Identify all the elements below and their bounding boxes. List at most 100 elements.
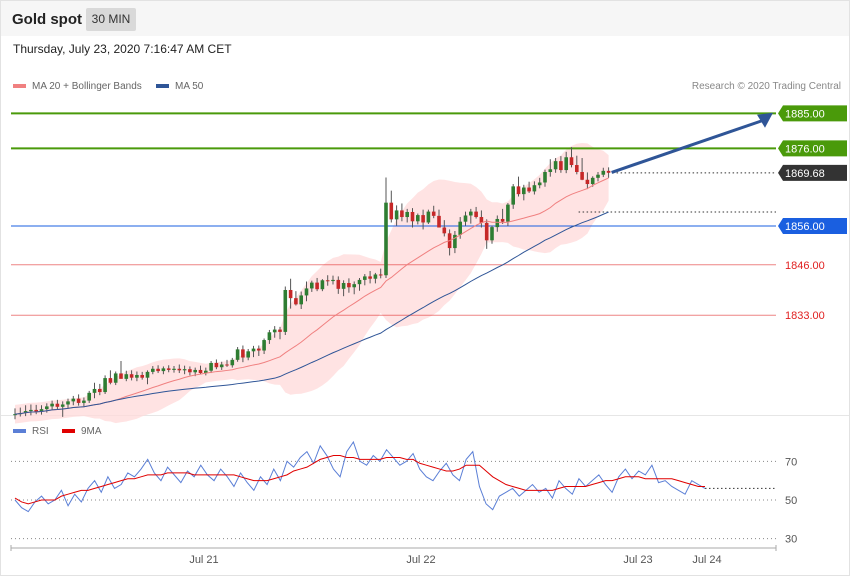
level-label-1846-00: 1846.00 (785, 260, 825, 272)
candle-body (50, 403, 54, 407)
candle-body (458, 221, 462, 235)
timeframe-badge[interactable]: 30 MIN (86, 8, 136, 31)
candle-body (426, 211, 431, 223)
candle-body (368, 276, 372, 279)
candle-body (601, 170, 606, 175)
candle-body (394, 210, 399, 220)
legend-ma50: MA 50 (156, 81, 203, 92)
candle-body (410, 211, 415, 222)
candle-body (257, 348, 261, 351)
candle-body (129, 374, 134, 378)
projection-arrow-shaft (611, 119, 763, 174)
candle-body (209, 362, 213, 371)
candle-body (522, 187, 526, 195)
candle-body (103, 378, 107, 393)
candle-body (39, 409, 44, 412)
level-label-text: 1846.00 (785, 260, 825, 272)
candle-body (98, 388, 102, 393)
legend-label-ma50: MA 50 (175, 81, 204, 92)
candle-body (580, 172, 584, 180)
candle-body (490, 227, 494, 241)
candle-body (453, 234, 457, 249)
candle-body (182, 369, 187, 371)
candle-body (389, 202, 394, 220)
candle-body (575, 165, 579, 173)
candle-body (347, 283, 351, 288)
candle-body (55, 403, 60, 407)
candle-body (315, 282, 319, 290)
candle-body (320, 280, 325, 290)
candle-body (13, 414, 17, 416)
candle-body (241, 349, 245, 358)
candle-body (606, 170, 611, 173)
candle-body (564, 157, 568, 171)
x-tick-label: Jul 23 (623, 554, 652, 566)
legend-9ma: 9MA (62, 426, 102, 437)
level-label-bg (778, 164, 847, 181)
candle-body (416, 215, 420, 222)
candle-body (553, 161, 558, 170)
level-label-text: 1869.68 (785, 168, 825, 180)
candle-body (204, 370, 208, 374)
candle-body (516, 186, 521, 195)
candle-body (272, 329, 277, 333)
candle-body (113, 373, 118, 383)
legend-swatch-ma20 (13, 84, 26, 89)
candle-body (537, 182, 542, 186)
candle-body (156, 368, 160, 372)
rsi-level-label: 70 (785, 456, 797, 468)
candle-body (119, 373, 123, 379)
candle-body (29, 409, 33, 412)
candle-body (34, 409, 38, 412)
candle-body (569, 157, 574, 166)
candle-body (288, 289, 293, 299)
candle-body (299, 295, 303, 305)
candle-body (532, 185, 537, 192)
legend-swatch-rsi (13, 429, 26, 434)
candle-body (214, 362, 219, 368)
candle-body (506, 204, 510, 222)
level-label-1885-00: 1885.00 (778, 105, 847, 122)
rsi-series-rsi (14, 440, 706, 513)
candle-body (421, 215, 425, 223)
rsi-series-9ma (14, 455, 705, 505)
candle-body (325, 280, 330, 282)
legend-label-ma20: MA 20 + Bollinger Bands (32, 81, 142, 92)
candle-body (108, 378, 113, 383)
level-label-text: 1876.00 (785, 143, 825, 155)
level-label-bg (778, 140, 847, 157)
candle-body (71, 398, 76, 402)
candle-body (124, 374, 129, 379)
candle-body (495, 218, 500, 228)
ma50-line (14, 211, 609, 415)
chart-header: Gold spot 30 MIN (1, 1, 849, 36)
candle-body (135, 374, 139, 378)
legend-swatch-ma50 (156, 84, 169, 89)
candle-body (336, 279, 341, 289)
candle-body (177, 368, 182, 371)
candle-body (60, 404, 65, 407)
candle-body (543, 172, 547, 183)
candle-body (590, 177, 595, 185)
credit-text: Research © 2020 Trading Central (691, 81, 841, 92)
legend-label-9ma: 9MA (81, 426, 102, 437)
candle-body (469, 211, 473, 216)
candle-body (559, 161, 563, 171)
rsi-level-label: 50 (785, 495, 797, 507)
chart-datetime: Thursday, July 23, 2020 7:16:47 AM CET (13, 42, 232, 56)
candle-body (463, 215, 468, 222)
candle-body (45, 406, 49, 410)
level-label-1869-68: 1869.68 (778, 164, 847, 181)
candle-body (437, 215, 441, 228)
candle-body (267, 332, 272, 341)
candle-body (92, 388, 97, 393)
legend-swatch-9ma (62, 429, 75, 434)
candle-body (251, 348, 256, 352)
candle-body (145, 371, 150, 378)
candle-body (283, 289, 288, 332)
level-label-text: 1885.00 (785, 108, 825, 120)
level-label-1876-00: 1876.00 (778, 140, 847, 157)
level-label-bg (778, 105, 847, 122)
panel-separator (1, 415, 849, 416)
